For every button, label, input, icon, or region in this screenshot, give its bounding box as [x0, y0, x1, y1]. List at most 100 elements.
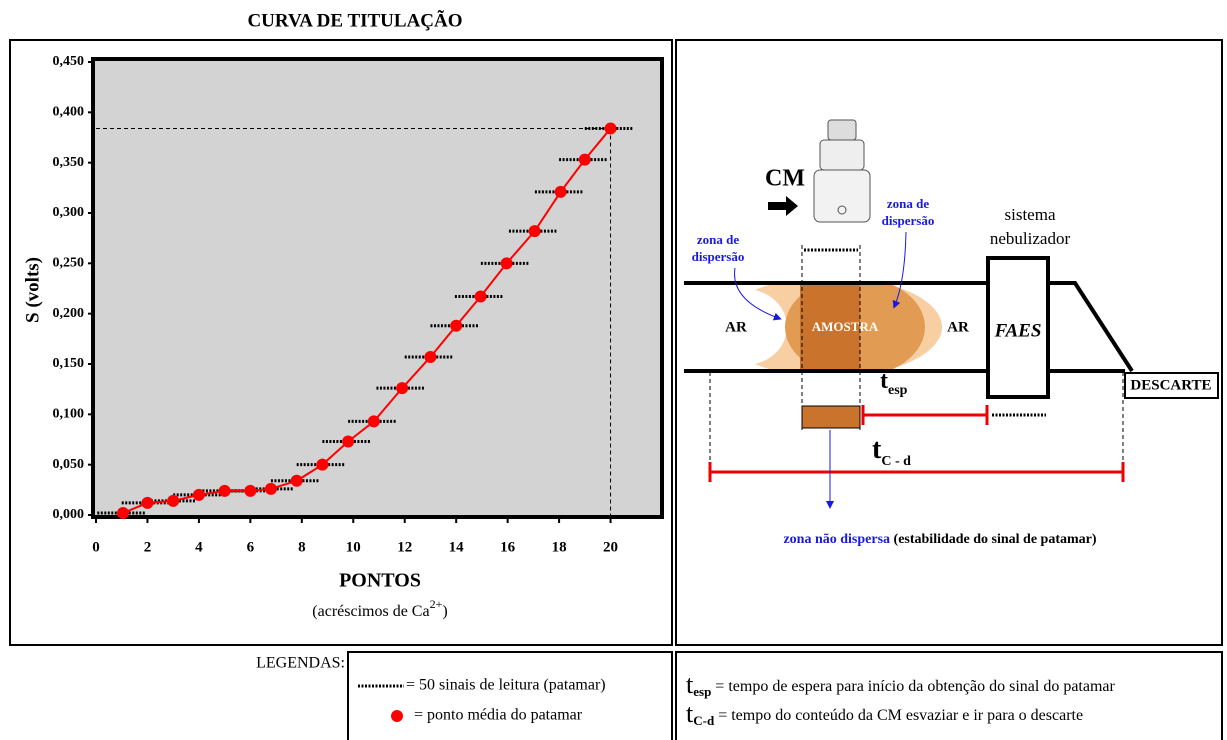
x-tick-label: 16	[500, 539, 516, 555]
y-tick-label: 0,150	[53, 356, 85, 371]
y-tick-label: 0,400	[53, 105, 85, 120]
point	[264, 482, 277, 495]
y-tick-label: 0,450	[53, 54, 85, 69]
y-tick-label: 0,200	[53, 306, 85, 321]
x-tick-label: 8	[298, 539, 306, 555]
point	[117, 506, 130, 519]
ar-label: AR	[947, 319, 969, 335]
y-axis-label: S (volts)	[22, 257, 43, 323]
plot-area	[91, 57, 664, 519]
x-tick-label: 4	[195, 539, 203, 555]
valve-cap	[827, 119, 857, 141]
point	[290, 474, 303, 487]
ar-label: AR	[725, 319, 747, 335]
point	[141, 496, 154, 509]
zona-arrow	[734, 267, 782, 321]
cm-arrow	[768, 196, 798, 216]
t: t	[880, 368, 888, 394]
zona-label: zona de	[697, 232, 739, 247]
point	[316, 458, 329, 471]
descarte-box	[1124, 372, 1219, 399]
sample-block	[801, 405, 861, 429]
t-text: = tempo do conteúdo da CM esvaziar e ir …	[718, 707, 1083, 724]
drain-wall	[1048, 281, 1134, 373]
note-sup: 2+	[430, 597, 443, 611]
diagram-panel	[675, 39, 1223, 646]
zona-label: zona de	[887, 196, 929, 211]
chart-title: CURVA DE TITULAÇÃO	[247, 9, 462, 31]
t: t	[686, 670, 694, 699]
t-sub: C - d	[881, 454, 911, 469]
x-axis-note: (acréscimos de Ca2+)	[312, 597, 447, 620]
y-tick-label: 0,100	[53, 407, 85, 422]
point	[578, 153, 591, 166]
y-tick-label: 0,350	[53, 155, 85, 170]
x-tick-label: 0	[92, 539, 100, 555]
point	[554, 185, 567, 198]
faes-box	[986, 256, 1050, 399]
diagram: DESCARTE AR AMOSTRA AR FAES CM zona de d…	[684, 119, 1219, 547]
zona-arrow	[892, 231, 907, 309]
legend-t-cd: tC-d = tempo do conteúdo da CM esvaziar e…	[686, 699, 1083, 728]
point	[500, 257, 513, 270]
x-tick-label: 12	[397, 539, 412, 555]
x-tick-label: 10	[346, 539, 361, 555]
t-sub: esp	[693, 684, 711, 699]
zona-label: dispersão	[882, 213, 935, 228]
legend-mean-swatch	[391, 710, 403, 722]
y-tick-label: 0,050	[53, 457, 85, 472]
t-sub: esp	[888, 383, 908, 398]
zona-label: dispersão	[692, 249, 745, 264]
nebulizador-label: nebulizador	[990, 229, 1071, 248]
estabilidade: (estabilidade do sinal de patamar)	[894, 532, 1097, 547]
point	[192, 488, 205, 501]
point	[218, 484, 231, 497]
legend-box	[675, 651, 1223, 740]
nao-dispersa: zona não dispersa	[783, 532, 890, 547]
t-sub: C-d	[693, 713, 715, 728]
note-text: (acréscimos de Ca	[312, 603, 429, 620]
legend-entry: = ponto média do patamar	[414, 707, 583, 724]
legend-title: LEGENDAS:	[256, 655, 345, 672]
y-tick-label: 0,000	[53, 507, 85, 522]
amostra-label: AMOSTRA	[812, 319, 879, 334]
point	[424, 350, 437, 363]
sample-core	[800, 285, 860, 369]
point	[342, 435, 355, 448]
x-tick-label: 14	[449, 539, 465, 555]
air-crescent	[703, 289, 787, 365]
valve-screw	[837, 205, 847, 215]
x-axis-label: PONTOS	[339, 570, 421, 592]
point	[367, 415, 380, 428]
legend-entry: = 50 sinais de leitura (patamar)	[406, 677, 606, 694]
legend-box	[347, 651, 673, 740]
descarte-label: DESCARTE	[1130, 377, 1211, 393]
x-tick-label: 20	[603, 539, 618, 555]
t-esp-label: tesp	[880, 368, 908, 399]
point	[396, 382, 409, 395]
t-text: = tempo de espera para início da obtençã…	[715, 678, 1115, 695]
valve-top	[819, 139, 865, 171]
plot: 0,000 0,050 0,100 0,150 0,200 0,250 0,300 0,350…	[53, 54, 664, 555]
y-tick-label: 0,250	[53, 256, 85, 271]
note-close: )	[442, 603, 447, 620]
faes-label: FAES	[994, 320, 1042, 341]
valve-body	[813, 169, 871, 223]
point	[244, 484, 257, 497]
y-tick-label: 0,300	[53, 205, 85, 220]
t-cd-label: tC - d	[872, 434, 911, 469]
point	[450, 319, 463, 332]
chart-panel	[9, 39, 673, 646]
nebulizador-label: sistema	[1005, 205, 1056, 224]
point	[167, 494, 180, 507]
cm-label: CM	[765, 166, 805, 192]
point	[474, 290, 487, 303]
x-tick-label: 2	[144, 539, 152, 555]
x-tick-label: 6	[247, 539, 255, 555]
point	[528, 225, 541, 238]
t: t	[686, 699, 694, 728]
legend-t-esp: tesp = tempo de espera para início da obt…	[686, 670, 1116, 699]
x-tick-label: 18	[552, 539, 567, 555]
t: t	[872, 434, 882, 465]
